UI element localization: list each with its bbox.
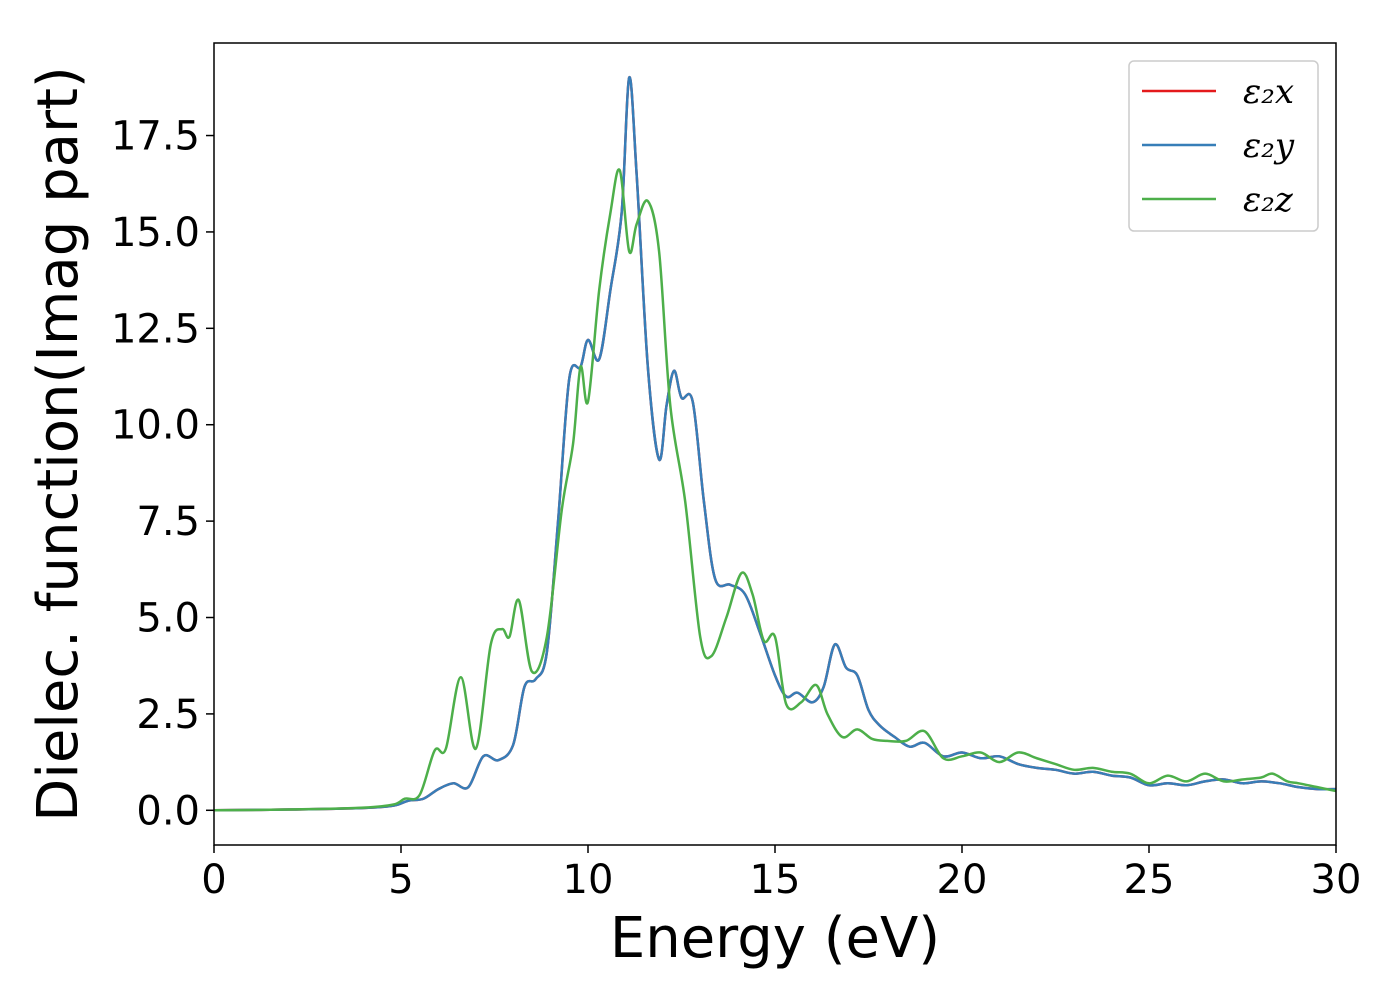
y-tick-label: 10.0	[111, 403, 200, 449]
y-axis-title: Dielec. function(Imag part)	[26, 66, 91, 822]
legend-label-3: ε₂z	[1243, 180, 1294, 220]
x-axis-title: Energy (eV)	[610, 906, 940, 971]
legend-label-1: ε₂x	[1243, 72, 1294, 112]
x-tick-label: 10	[563, 857, 614, 903]
x-tick-label: 20	[937, 857, 988, 903]
y-tick-label: 2.5	[136, 692, 200, 738]
x-tick-label: 15	[750, 857, 801, 903]
y-tick-label: 12.5	[111, 306, 200, 352]
x-tick-label: 5	[388, 857, 413, 903]
x-tick-label: 30	[1311, 857, 1362, 903]
series-layer	[213, 76, 1337, 812]
y-tick-label: 0.0	[136, 788, 200, 834]
y-tick-label: 17.5	[111, 114, 200, 160]
x-tick-label: 25	[1124, 857, 1175, 903]
legend-label-2: ε₂y	[1243, 126, 1295, 166]
y-tick-label: 5.0	[136, 596, 200, 642]
legend-frame	[1128, 60, 1319, 232]
y-tick-label: 15.0	[111, 210, 200, 256]
y-axis: 0.0 2.5 5.0 7.5 10.0 12.5 15.0 17.5	[111, 114, 214, 834]
series-line-3	[213, 168, 1337, 812]
series-line-2	[213, 76, 1337, 812]
x-axis: 0 5 10 15 20 25 30	[201, 845, 1361, 903]
y-tick-label: 7.5	[136, 499, 200, 545]
x-tick-label: 0	[201, 857, 226, 903]
legend: ε₂x ε₂y ε₂z	[1128, 60, 1319, 232]
